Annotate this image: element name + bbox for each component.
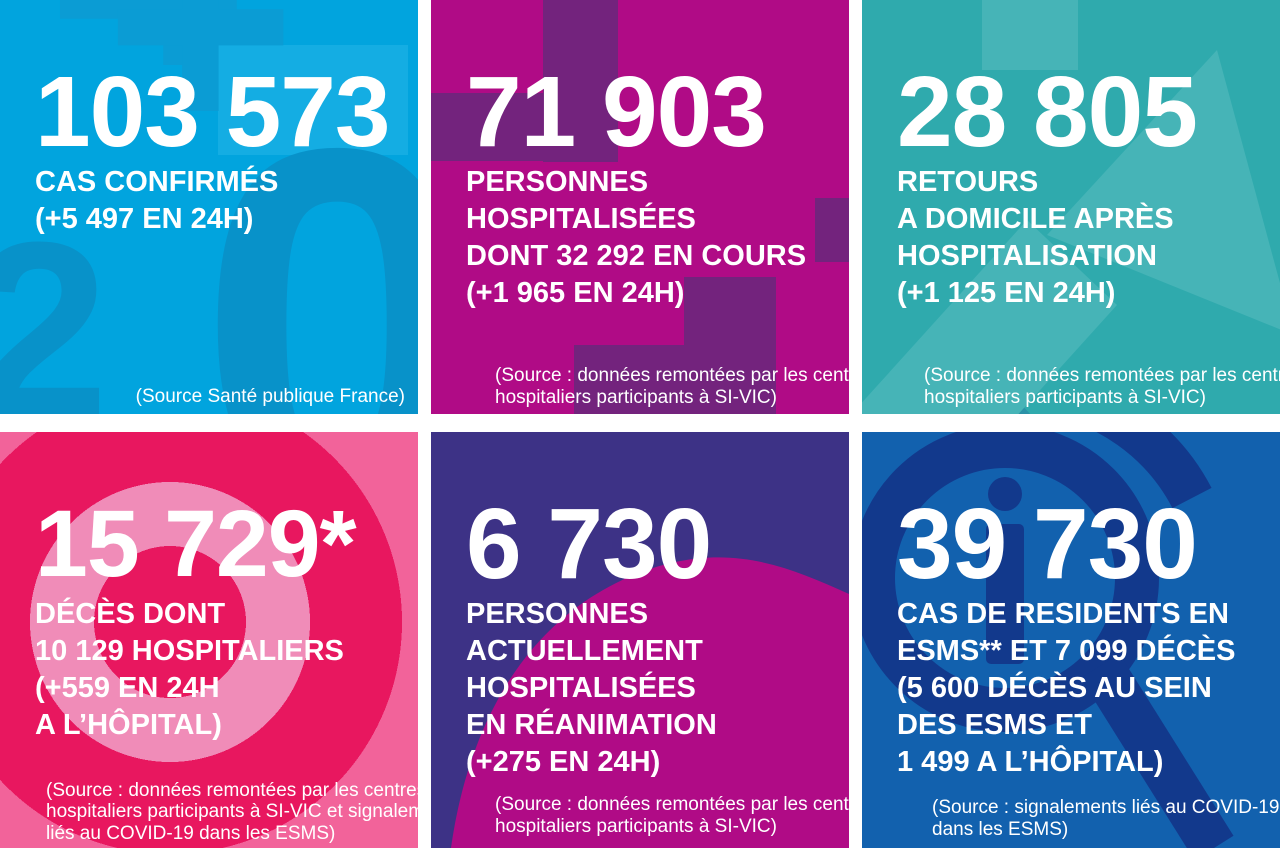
source-note-line: hospitaliers participants à SI-VIC) [924, 386, 1206, 408]
square-decoration [218, 45, 408, 155]
tile-cas-confirmes: 4 + 2 0 103 573 CAS CONFIRMÉS (+5 497 EN… [0, 0, 418, 414]
stat-label-esms: CAS DE RESIDENTS EN ESMS** ET 7 099 DÉCÈ… [897, 596, 1235, 781]
stat-label-line: PERSONNES [466, 166, 649, 198]
stat-number-deaths: 15 729* [35, 491, 357, 597]
stat-label-line: DONT 32 292 EN COURS [466, 240, 807, 272]
digit-2-decoration: 2 [0, 190, 110, 415]
info-stem-decoration [986, 524, 1024, 664]
tile-decoration [431, 0, 849, 414]
source-note-line: (Source : données remontées par les cent… [924, 365, 1280, 386]
source-note: (Source : données remontées par les cent… [495, 794, 849, 837]
source-note: (Source : signalements liés au COVID-19 … [932, 797, 1279, 840]
stat-label-line: DES ESMS ET [897, 709, 1092, 741]
source-note: (Source : données remontées par les cent… [924, 365, 1280, 408]
source-note: (Source Santé publique France) [136, 386, 405, 408]
tile-deces: 15 729* DÉCÈS DONT 10 129 HOSPITALIERS (… [0, 432, 418, 848]
stat-label-line: HOSPITALISÉES [466, 203, 696, 235]
cross-decoration [431, 93, 563, 161]
stat-number-esms: 39 730 [897, 488, 1198, 600]
arrow-shaft-decoration [862, 220, 1117, 414]
stat-label-line: A DOMICILE APRÈS [897, 203, 1174, 235]
source-note-line: hospitaliers participants à SI-VIC) [495, 815, 777, 837]
stat-label-line: RETOURS [897, 166, 1039, 198]
digit-4-decoration: 4 [55, 0, 239, 116]
stat-label-icu: PERSONNES ACTUELLEMENT HOSPITALISÉES EN … [466, 596, 717, 781]
wave-blob-decoration [451, 557, 849, 848]
stat-label-line: ACTUELLEMENT [466, 635, 703, 667]
arrow-decoration [982, 0, 1078, 70]
stat-label-line: ESMS** ET 7 099 DÉCÈS [897, 635, 1236, 667]
info-tail-decoration [1080, 653, 1234, 848]
arc-band-decoration [1096, 432, 1212, 509]
source-note-line: (Source Santé publique France) [135, 385, 405, 407]
source-note-line: liés au COVID-19 dans les ESMS) [46, 822, 336, 844]
stat-label-line: (5 600 DÉCÈS AU SEIN [897, 672, 1212, 704]
stat-label-line: (+275 EN 24H) [466, 746, 661, 778]
source-note-line: dans les ESMS) [932, 818, 1069, 840]
tile-retours-domicile: 28 805 RETOURS A DOMICILE APRÈS HOSPITAL… [862, 0, 1280, 414]
stat-number-hospitalized: 71 903 [466, 56, 767, 168]
source-note: (Source : données remontées par les cent… [46, 780, 418, 845]
stat-label-line: CAS CONFIRMÉS [35, 166, 279, 198]
stat-number-returns: 28 805 [897, 56, 1198, 168]
stat-label-line: (+1 965 EN 24H) [466, 277, 685, 309]
stat-label-line: 10 129 HOSPITALIERS [35, 635, 344, 667]
wave-blob-shape [451, 557, 849, 848]
info-dot-decoration [988, 477, 1022, 511]
source-note: (Source : données remontées par les cent… [495, 365, 849, 408]
stat-label-line: PERSONNES [466, 598, 649, 630]
cross-decoration [815, 198, 849, 262]
stat-label-line: CAS DE RESIDENTS EN [897, 598, 1229, 630]
stat-label-line: HOSPITALISÉES [466, 672, 696, 704]
stat-label-line: DÉCÈS DONT [35, 598, 226, 630]
stat-label-line: (+559 EN 24H [35, 672, 220, 704]
stat-label-confirmed: CAS CONFIRMÉS (+5 497 EN 24H) [35, 164, 278, 238]
source-note-line: (Source : signalements liés au COVID-19 [932, 797, 1280, 818]
source-note-line: (Source : données remontées par les cent… [495, 794, 849, 815]
digit-0-decoration: 0 [198, 44, 418, 415]
arrow-head-decoration [1047, 50, 1280, 330]
info-circle-decoration [862, 432, 1159, 732]
stat-label-line: HOSPITALISATION [897, 240, 1157, 272]
tile-personnes-hospitalisees: 71 903 PERSONNES HOSPITALISÉES DONT 32 2… [431, 0, 849, 414]
source-note-line: hospitaliers participants à SI-VIC) [495, 386, 777, 408]
stat-label-line: (+5 497 EN 24H) [35, 203, 254, 235]
source-note-line: (Source : données remontées par les cent… [495, 365, 849, 386]
stat-label-line: (+1 125 EN 24H) [897, 277, 1116, 309]
cross-decoration [574, 345, 720, 414]
info-icon [862, 432, 1234, 848]
stat-label-line: 1 499 A L’HÔPITAL) [897, 746, 1164, 778]
source-note-line: hospitaliers participants à SI-VIC et si… [46, 801, 418, 822]
stat-label-line: EN RÉANIMATION [466, 709, 717, 741]
tile-decoration: 4 + 2 0 [0, 0, 418, 414]
plus-decoration: + [104, 0, 297, 207]
tile-reanimation: 6 730 PERSONNES ACTUELLEMENT HOSPITALISÉ… [431, 432, 849, 848]
source-note-line: (Source : données remontées par les cent… [46, 779, 418, 801]
stat-number-icu: 6 730 [466, 488, 712, 600]
stat-label-line: A L’HÔPITAL) [35, 709, 222, 741]
stat-label-returns: RETOURS A DOMICILE APRÈS HOSPITALISATION… [897, 164, 1174, 312]
stat-number-confirmed: 103 573 [35, 56, 390, 168]
arrow-up-right-icon [862, 0, 1280, 414]
stat-label-hospitalized: PERSONNES HOSPITALISÉES DONT 32 292 EN C… [466, 164, 806, 312]
stat-label-deaths: DÉCÈS DONT 10 129 HOSPITALIERS (+559 EN … [35, 596, 344, 744]
tile-esms: 39 730 CAS DE RESIDENTS EN ESMS** ET 7 0… [862, 432, 1280, 848]
